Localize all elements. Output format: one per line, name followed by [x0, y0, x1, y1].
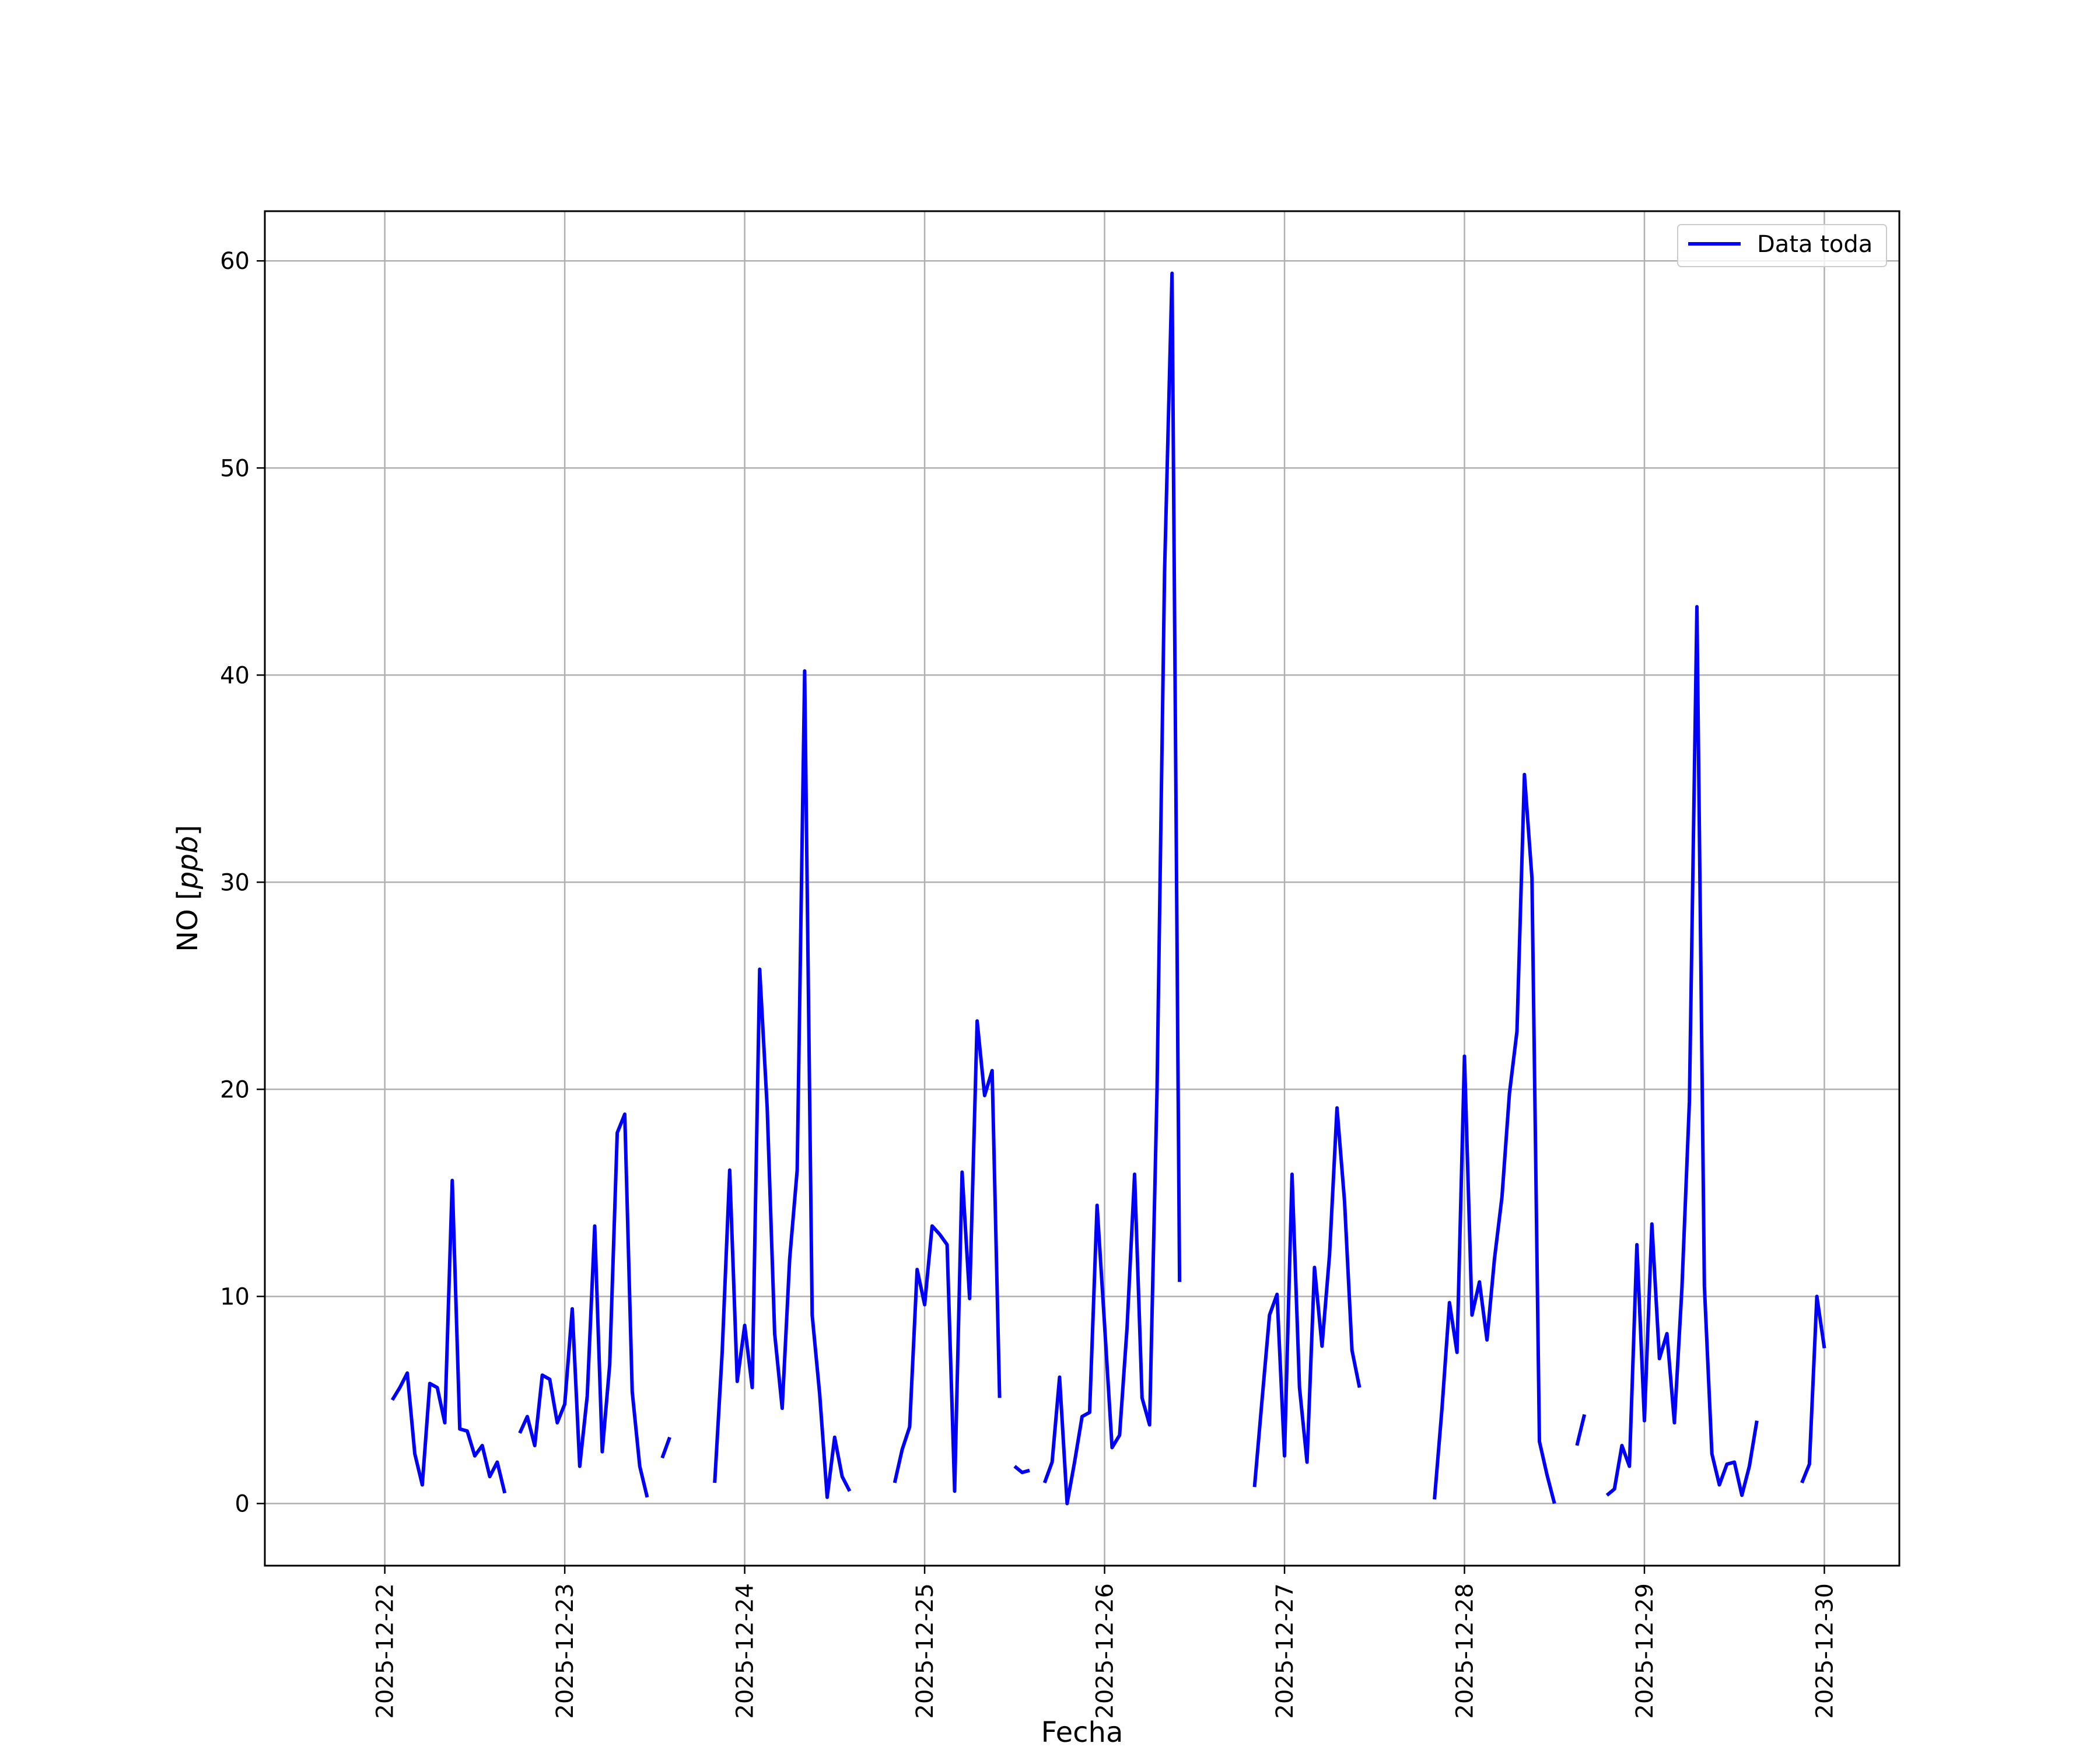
series-line-segment	[1252, 1106, 1362, 1488]
series-line-segment	[1575, 1414, 1587, 1446]
y-axis-label: NO [ppb]	[172, 825, 204, 952]
x-tick-label: 2025-12-28	[1452, 1583, 1479, 1718]
y-axis: 0 10 20 30 40 50 60	[220, 248, 265, 1517]
legend-label: Data toda	[1757, 231, 1873, 258]
x-axis-label: Fecha	[1041, 1716, 1124, 1749]
y-tick-label: 30	[220, 869, 250, 896]
x-tick-label: 2025-12-30	[1811, 1583, 1838, 1718]
x-tick-label: 2025-12-23	[552, 1583, 579, 1718]
x-tick-label: 2025-12-22	[372, 1583, 399, 1718]
y-tick-label: 10	[220, 1283, 250, 1310]
series-line-segment	[1433, 772, 1556, 1504]
x-tick-label: 2025-12-24	[732, 1583, 759, 1718]
series-line-segment	[1800, 1294, 1826, 1484]
x-axis: 2025-12-22 2025-12-23 2025-12-24 2025-12-25…	[372, 1566, 1838, 1718]
series-line-segment	[892, 1019, 1002, 1493]
series-line-segment	[1013, 1465, 1030, 1475]
series-line-segment	[390, 1178, 507, 1494]
plot-frame	[264, 210, 1901, 1567]
y-tick-label: 0	[235, 1490, 250, 1517]
x-tick-label: 2025-12-25	[912, 1583, 939, 1718]
x-tick-label: 2025-12-27	[1272, 1583, 1298, 1718]
x-tick-label: 2025-12-26	[1092, 1583, 1119, 1718]
legend: Data toda	[1677, 224, 1887, 267]
y-tick-label: 50	[220, 455, 250, 482]
legend-box	[1677, 224, 1887, 267]
series-line-segment	[713, 669, 852, 1499]
y-tick-label: 60	[220, 248, 250, 275]
series-data-toda	[390, 271, 1826, 1506]
series-line-segment	[518, 1112, 649, 1498]
y-tick-label: 20	[220, 1076, 250, 1103]
series-line-segment	[660, 1436, 671, 1459]
series-line-segment	[1605, 605, 1759, 1497]
x-tick-label: 2025-12-29	[1632, 1583, 1658, 1718]
y-tick-label: 40	[220, 662, 250, 689]
series-line-segment	[1042, 271, 1182, 1506]
